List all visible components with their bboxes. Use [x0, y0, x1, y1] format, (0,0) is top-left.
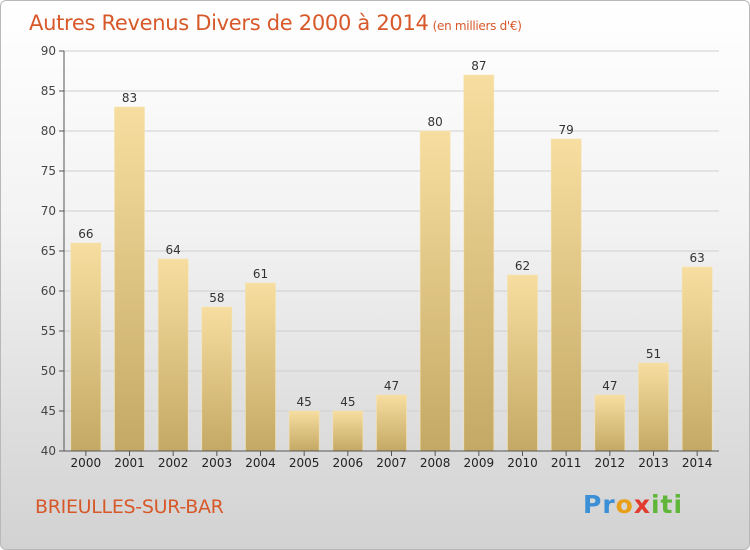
bar [507, 274, 538, 452]
y-tick-label: 80 [41, 124, 56, 138]
proxiti-logo: Proxiti [583, 490, 683, 519]
bar [376, 394, 407, 452]
data-label: 83 [122, 91, 137, 105]
x-tick-label: 2003 [202, 456, 233, 470]
bar [419, 130, 451, 452]
bar [70, 242, 102, 452]
y-tick-label: 50 [41, 364, 56, 378]
x-tick-label: 2006 [333, 456, 364, 470]
data-label: 61 [253, 267, 268, 281]
bar [332, 410, 364, 452]
x-tick-label: 2008 [420, 456, 451, 470]
data-label: 45 [340, 395, 355, 409]
logo-part-3: x [633, 490, 651, 519]
data-label: 45 [297, 395, 312, 409]
x-tick-label: 2007 [376, 456, 407, 470]
y-tick-label: 40 [41, 444, 56, 458]
data-label: 47 [602, 379, 617, 393]
bar [638, 362, 669, 452]
data-label: 47 [384, 379, 399, 393]
logo-part-1: Pr [583, 490, 616, 519]
logo-part-4: iti [650, 490, 684, 519]
x-tick-label: 2000 [71, 456, 102, 470]
y-tick-label: 75 [41, 164, 56, 178]
data-label: 51 [646, 347, 661, 361]
data-label: 66 [78, 227, 93, 241]
x-tick-label: 2002 [158, 456, 189, 470]
x-tick-label: 2011 [551, 456, 582, 470]
x-tick-label: 2001 [114, 456, 145, 470]
data-label: 62 [515, 259, 530, 273]
bar [288, 410, 320, 452]
x-tick-label: 2010 [507, 456, 538, 470]
bar [594, 394, 626, 452]
bar [201, 306, 233, 452]
logo-part-2: o [615, 490, 634, 519]
chart-subtitle: (en milliers d'€) [432, 19, 522, 33]
chart-title-main: Autres Revenus Divers de 2000 à 2014 [29, 11, 429, 35]
x-tick-label: 2012 [595, 456, 626, 470]
y-tick-label: 65 [41, 244, 56, 258]
x-tick-label: 2004 [245, 456, 276, 470]
y-tick-label: 90 [41, 44, 56, 58]
x-tick-label: 2009 [464, 456, 495, 470]
bar [114, 106, 145, 452]
data-label: 64 [166, 243, 181, 257]
x-tick-label: 2005 [289, 456, 320, 470]
x-tick-label: 2013 [638, 456, 669, 470]
chart-title: Autres Revenus Divers de 2000 à 2014 (en … [29, 11, 522, 35]
bar [681, 266, 713, 452]
y-tick-label: 85 [41, 84, 56, 98]
data-label: 63 [690, 251, 705, 265]
bar [550, 138, 582, 452]
y-tick-label: 60 [41, 284, 56, 298]
bar [245, 282, 276, 452]
y-tick-label: 70 [41, 204, 56, 218]
place-name: BRIEULLES-SUR-BAR [35, 496, 224, 518]
bar [157, 258, 189, 452]
data-label: 58 [209, 291, 224, 305]
x-tick-label: 2014 [682, 456, 713, 470]
y-tick-label: 55 [41, 324, 56, 338]
bar [463, 74, 495, 452]
y-tick-label: 45 [41, 404, 56, 418]
data-label: 79 [559, 123, 574, 137]
data-label: 80 [428, 115, 443, 129]
data-label: 87 [471, 59, 486, 73]
